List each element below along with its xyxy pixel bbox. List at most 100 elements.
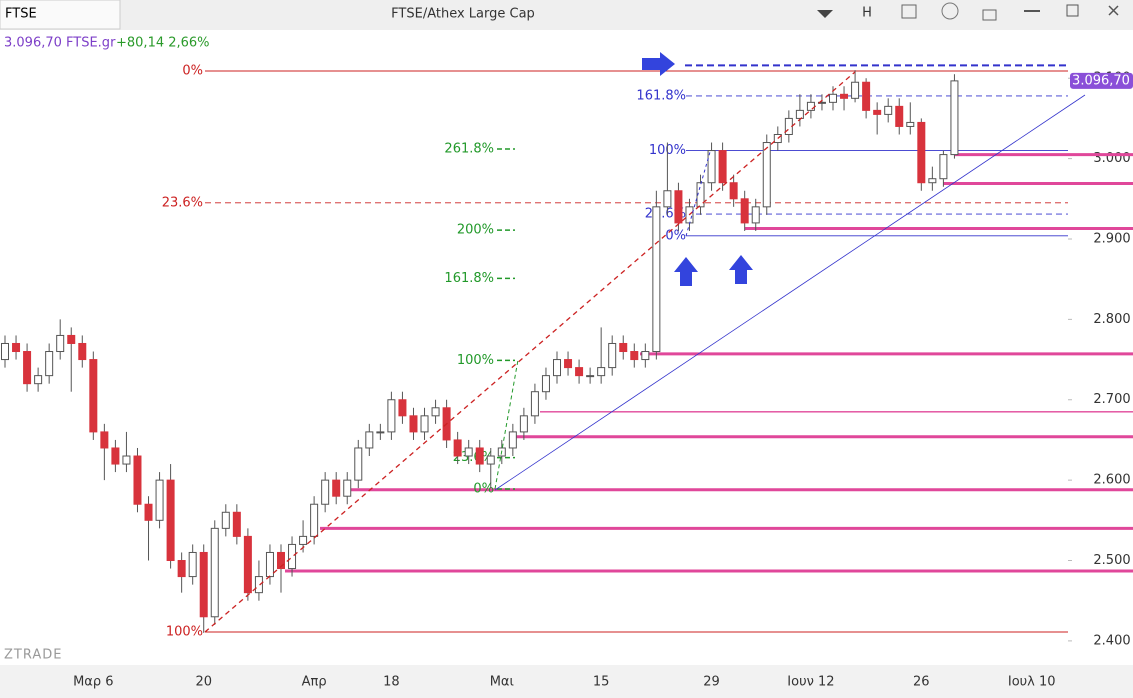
candle-body bbox=[652, 206, 661, 353]
fib-label: 0% bbox=[665, 228, 686, 243]
fib-label: 200% bbox=[457, 223, 494, 238]
candle-body bbox=[376, 431, 385, 434]
candle-body bbox=[597, 367, 606, 377]
fib-trend-blue bbox=[685, 151, 711, 237]
x-tick-label: 20 bbox=[195, 675, 212, 690]
candle-body bbox=[630, 351, 639, 361]
x-tick-label: Απρ bbox=[302, 675, 327, 690]
candle-body bbox=[365, 431, 374, 449]
candle-body bbox=[641, 351, 650, 361]
y-tick-label: 2.500 bbox=[1093, 553, 1130, 568]
candle-body bbox=[166, 479, 175, 562]
candle-body bbox=[906, 121, 915, 127]
candle-body bbox=[12, 342, 21, 353]
toolbar bbox=[0, 0, 1133, 30]
watermark: ZTRADE bbox=[4, 648, 62, 663]
candle-body bbox=[288, 543, 297, 570]
x-tick-label: Μαρ 6 bbox=[73, 675, 113, 690]
candle-body bbox=[188, 551, 197, 578]
fib-trend-red bbox=[204, 71, 856, 633]
lock-icon[interactable] bbox=[982, 9, 997, 21]
candle-body bbox=[210, 527, 219, 618]
candle-body bbox=[928, 178, 937, 184]
candle-body bbox=[740, 198, 749, 224]
candle-body bbox=[243, 535, 252, 594]
candle-body bbox=[332, 479, 341, 497]
candle-body bbox=[608, 342, 617, 369]
arrow-up bbox=[674, 257, 698, 286]
maximize-icon[interactable] bbox=[1066, 4, 1079, 17]
candle-body bbox=[586, 375, 595, 378]
candle-body bbox=[829, 93, 837, 103]
candle-body bbox=[806, 101, 815, 111]
last-price-label: 3.096,70 bbox=[1072, 73, 1130, 88]
fib-label: 23.6% bbox=[162, 195, 203, 210]
trend-line bbox=[494, 94, 1086, 491]
arrow-right bbox=[642, 52, 675, 76]
candle-body bbox=[299, 535, 308, 545]
candle-body bbox=[265, 551, 274, 578]
candle-body bbox=[950, 80, 959, 156]
candle-body bbox=[78, 342, 87, 361]
candle-body bbox=[884, 105, 893, 115]
candle-body bbox=[508, 431, 517, 449]
candle-body bbox=[862, 81, 871, 111]
y-tick-label: 2.400 bbox=[1093, 633, 1130, 648]
y-tick-label: 2.800 bbox=[1093, 312, 1130, 327]
candle-body bbox=[254, 576, 263, 594]
x-tick-label: 26 bbox=[913, 675, 930, 690]
candle-body bbox=[917, 121, 926, 184]
symbol-input[interactable] bbox=[0, 0, 121, 30]
close-icon[interactable] bbox=[1108, 5, 1119, 16]
candle-body bbox=[707, 150, 716, 184]
comment-icon[interactable] bbox=[941, 2, 959, 20]
candle-body bbox=[851, 81, 860, 99]
y-tick-label: 2.700 bbox=[1093, 392, 1130, 407]
candle-body bbox=[277, 551, 285, 570]
candle-body bbox=[475, 447, 484, 465]
dropdown-icon[interactable] bbox=[817, 10, 833, 18]
symbol[interactable]: FTSE bbox=[5, 7, 37, 22]
candle-body bbox=[795, 109, 804, 119]
x-tick-label: Μαι bbox=[490, 675, 514, 690]
last-price-tag bbox=[1070, 72, 1133, 89]
candle-body bbox=[144, 503, 153, 521]
candle-body bbox=[453, 439, 462, 457]
candle-body bbox=[310, 503, 319, 537]
fib-label: 100% bbox=[166, 625, 203, 640]
candle-body bbox=[155, 479, 164, 521]
x-tick-label: 15 bbox=[593, 675, 610, 690]
candle-body bbox=[34, 375, 43, 385]
mode-button[interactable]: H bbox=[862, 6, 872, 21]
fib-label: 0% bbox=[182, 63, 203, 78]
candle-body bbox=[133, 455, 142, 505]
candle-body bbox=[464, 447, 473, 457]
candle-body bbox=[354, 447, 363, 481]
x-tick-label: Ιουλ 10 bbox=[1008, 675, 1056, 690]
candle-body bbox=[199, 551, 208, 618]
candle-body bbox=[486, 455, 495, 465]
candle-body bbox=[564, 359, 573, 369]
candle-body bbox=[718, 150, 727, 184]
candle-body bbox=[321, 479, 330, 505]
candle-body bbox=[519, 415, 528, 433]
layout-icon[interactable] bbox=[901, 4, 917, 19]
candle-body bbox=[100, 431, 109, 449]
x-tick-label: 29 bbox=[703, 675, 720, 690]
arrow-up bbox=[729, 255, 753, 284]
candle-body bbox=[409, 415, 418, 433]
x-tick-label: 18 bbox=[383, 675, 400, 690]
candle-body bbox=[541, 375, 550, 393]
plot: 2.4002.5002.6002.7002.8002.9003.0003.100… bbox=[1, 63, 1133, 690]
candle-body bbox=[45, 351, 54, 377]
fib-trend-green bbox=[494, 359, 519, 490]
candle-body bbox=[762, 142, 771, 208]
candle-body bbox=[343, 479, 352, 497]
candle-body bbox=[89, 359, 98, 433]
candle-body bbox=[873, 109, 882, 115]
fib-label: 261.8% bbox=[444, 141, 494, 156]
candle-body bbox=[232, 511, 241, 537]
candle-body bbox=[840, 93, 849, 99]
y-tick-label: 2.900 bbox=[1093, 231, 1130, 246]
